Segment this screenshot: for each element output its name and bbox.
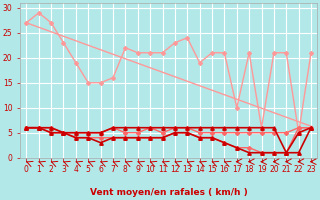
X-axis label: Vent moyen/en rafales ( km/h ): Vent moyen/en rafales ( km/h ) bbox=[90, 188, 248, 197]
